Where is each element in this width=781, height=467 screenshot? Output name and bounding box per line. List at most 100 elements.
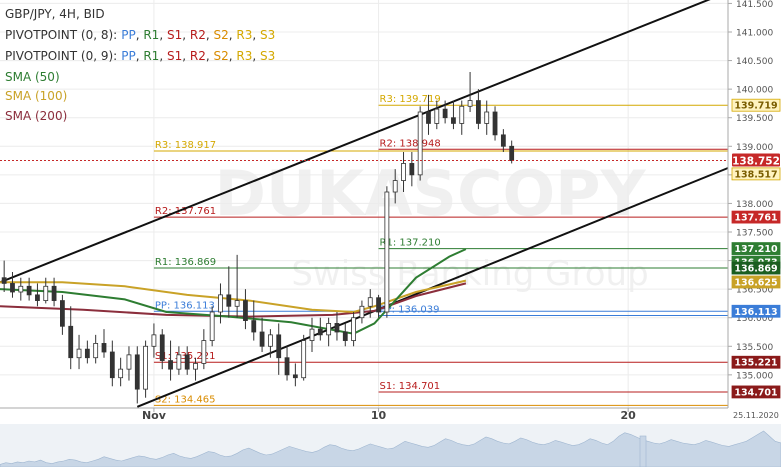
volume-scroll-handle[interactable]	[639, 435, 647, 467]
pivot-label: S1: 134.701	[380, 381, 441, 392]
candle	[18, 277, 24, 301]
candle	[251, 300, 257, 341]
sma-50-label[interactable]: SMA (50)	[5, 70, 60, 84]
pivot2-sep5: ,	[229, 49, 237, 63]
price-tag-value: 134.701	[734, 387, 777, 398]
candle-body	[334, 323, 340, 333]
price-tag: 138.517	[731, 167, 781, 180]
candle-body	[484, 111, 490, 124]
candle	[309, 317, 315, 352]
price-tag: 137.761	[731, 210, 781, 224]
pivot-indicator-2[interactable]: PIVOTPOINT (0, 9): PP, R1, S1, R2, S2, R3…	[5, 49, 275, 63]
pivot2-sep4: ,	[206, 49, 214, 63]
pivot-indicator-1[interactable]: PIVOTPOINT (0, 8): PP, R1, S1, R2, S2, R3…	[5, 28, 275, 42]
sma-200-line	[0, 282, 467, 318]
pivot2-r3: R3	[236, 49, 252, 63]
candle-body	[492, 111, 498, 136]
y-tick-label: 135.500	[736, 343, 773, 353]
candle	[392, 169, 398, 204]
candle-body	[442, 108, 448, 119]
candle	[35, 283, 40, 307]
y-tick-label: 140.500	[736, 57, 773, 67]
candle-body	[276, 334, 282, 359]
candle-body	[68, 325, 74, 359]
pivot2-s2: S2	[213, 49, 228, 63]
y-tick-label: 141.500	[736, 0, 773, 10]
candle-body	[76, 348, 82, 359]
candle-body	[251, 320, 257, 333]
candle	[201, 329, 207, 370]
symbol-label: GBP/JPY, 4H, BID	[5, 7, 105, 21]
candle	[10, 272, 15, 298]
price-tag-box	[731, 242, 781, 255]
current-price-value: 138.752	[732, 155, 780, 167]
candle-body	[301, 340, 307, 379]
candle	[484, 100, 490, 135]
candle-body	[35, 294, 40, 301]
candle-body	[434, 108, 440, 124]
candle	[143, 340, 149, 398]
y-tick-label: 141.000	[736, 29, 773, 39]
candle	[60, 294, 65, 335]
candle	[126, 346, 132, 381]
price-tag-value: 136.113	[734, 307, 777, 318]
candle-body	[10, 283, 15, 293]
candle	[267, 329, 273, 358]
pivot2-sep2: ,	[159, 49, 167, 63]
pivot1-sep6: ,	[252, 28, 260, 42]
candle-body	[243, 300, 248, 321]
channel-line[interactable]	[0, 0, 728, 284]
pivot2-r1: R1	[143, 49, 159, 63]
pivot-label: S2: 134.465	[155, 394, 216, 405]
pivot2-sep3: ,	[182, 49, 190, 63]
candle-body	[18, 285, 24, 293]
pivot-label: R2: 138.948	[380, 138, 441, 149]
pivot-label: R3: 138.917	[155, 140, 216, 151]
candle-body	[426, 111, 431, 124]
candle	[226, 266, 232, 318]
candle	[492, 106, 498, 141]
candle	[475, 89, 481, 130]
candle-body	[118, 368, 124, 379]
x-tick-label: 10	[371, 409, 387, 422]
pivot1-sep3: ,	[182, 28, 190, 42]
price-tag-value: 138.517	[734, 169, 777, 180]
y-tick-label: 135.000	[736, 371, 773, 381]
candle-body	[351, 317, 357, 341]
candle-body	[376, 297, 381, 313]
price-tag-value: 136.869	[734, 264, 777, 275]
price-tag: 136.113	[731, 304, 781, 318]
candle-body	[43, 285, 49, 301]
candle	[326, 317, 332, 347]
candle-body	[201, 340, 207, 364]
candle	[84, 340, 90, 364]
candle-body	[409, 163, 415, 176]
candle-body	[51, 285, 57, 301]
sma-100-label[interactable]: SMA (100)	[5, 89, 67, 103]
y-tick-label: 136.000	[736, 314, 773, 324]
pivot-label: R2: 137.761	[155, 206, 216, 217]
price-tag: 136.869	[731, 261, 781, 275]
price-tag-box	[731, 304, 781, 318]
candle	[118, 357, 124, 387]
candle-body	[84, 348, 90, 359]
pivot2-sep1: ,	[136, 49, 144, 63]
axes	[0, 0, 729, 409]
candle	[467, 72, 473, 112]
sma-200-label[interactable]: SMA (200)	[5, 109, 67, 123]
price-tags: 139.719138.517137.761137.210136.973136.8…	[731, 98, 781, 398]
y-tick-label: 136.500	[736, 286, 773, 296]
volume-strip	[0, 424, 781, 467]
sma-50-line	[0, 248, 467, 335]
candle-body	[26, 285, 32, 296]
candle	[459, 100, 465, 135]
candle-body	[401, 163, 406, 181]
pivot-label: R1: 137.210	[380, 238, 441, 249]
price-tag-box	[731, 261, 781, 275]
candle-body	[109, 351, 115, 379]
candle-body	[384, 191, 390, 313]
x-tick-label: Nov	[142, 409, 167, 422]
pivot1-r2: R2	[190, 28, 206, 42]
candle-body	[1, 277, 7, 284]
